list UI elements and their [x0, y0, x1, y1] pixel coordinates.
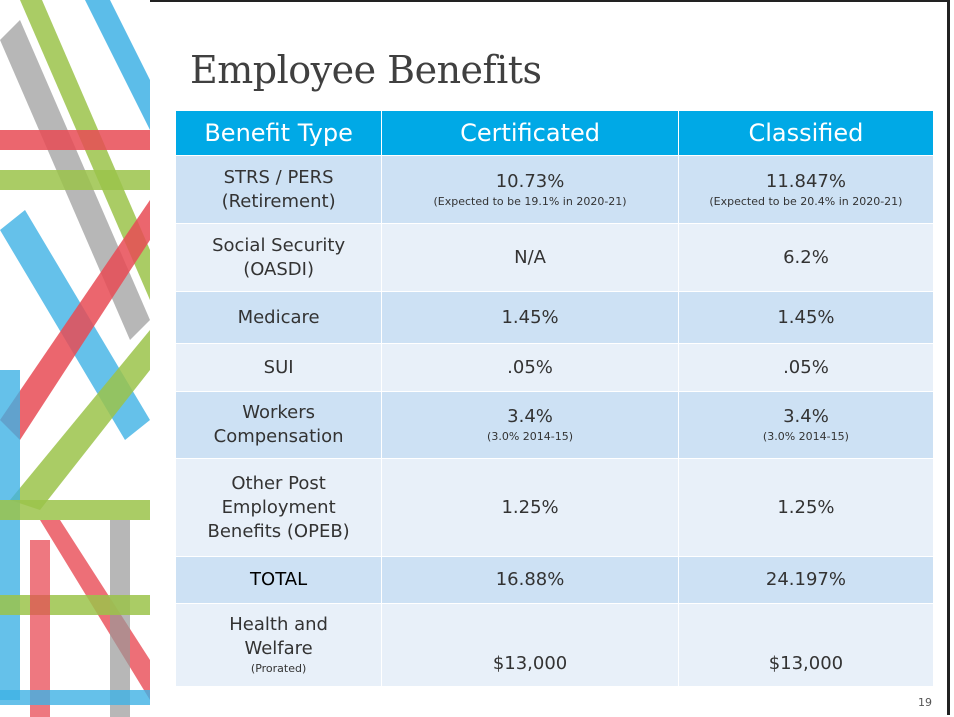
certificated-value: 3.4%	[507, 406, 553, 427]
benefit-type: (Retirement)	[222, 191, 336, 212]
classified-cell: 6.2%	[678, 224, 933, 292]
certificated-value: 10.73%	[496, 171, 565, 192]
benefit-type: STRS / PERS	[224, 167, 334, 188]
benefit-type: Other Post	[231, 473, 326, 494]
classified-value: 1.45%	[777, 307, 834, 328]
classified-cell: 1.25%	[678, 459, 933, 557]
certificated-cell: 10.73% (Expected to be 19.1% in 2020-21)	[382, 156, 679, 224]
certificated-cell: 16.88%	[382, 557, 679, 604]
page-number: 19	[918, 696, 932, 709]
certificated-cell: .05%	[382, 344, 679, 392]
certificated-cell: 3.4% (3.0% 2014-15)	[382, 392, 679, 459]
benefit-type: Employment	[222, 497, 336, 518]
classified-cell: $13,000	[678, 604, 933, 687]
table-row: Health and Welfare (Prorated) $13,000 $13,00…	[176, 604, 934, 687]
benefit-note: (Prorated)	[182, 661, 375, 677]
benefit-type-cell: SUI	[176, 344, 382, 392]
table-row: SUI .05% .05%	[176, 344, 934, 392]
benefit-type: TOTAL	[250, 569, 307, 590]
classified-cell: 1.45%	[678, 292, 933, 344]
classified-cell: 11.847% (Expected to be 20.4% in 2020-21)	[678, 156, 933, 224]
classified-note: (3.0% 2014-15)	[685, 429, 927, 445]
benefit-type-cell: Health and Welfare (Prorated)	[176, 604, 382, 687]
benefit-type-cell: Workers Compensation	[176, 392, 382, 459]
table-row: Other Post Employment Benefits (OPEB) 1.25%…	[176, 459, 934, 557]
classified-value: 3.4%	[783, 406, 829, 427]
decoration	[0, 0, 150, 717]
slide-title: Employee Benefits	[190, 48, 542, 92]
table-row: Medicare 1.45% 1.45%	[176, 292, 934, 344]
table-row: TOTAL 16.88% 24.197%	[176, 557, 934, 604]
benefit-type: Benefits (OPEB)	[208, 521, 350, 542]
certificated-note: (Expected to be 19.1% in 2020-21)	[388, 194, 672, 210]
classified-note: (Expected to be 20.4% in 2020-21)	[685, 194, 927, 210]
certificated-cell: N/A	[382, 224, 679, 292]
classified-cell: 24.197%	[678, 557, 933, 604]
benefit-type: Health and	[229, 614, 328, 635]
benefit-type-cell: TOTAL	[176, 557, 382, 604]
classified-value: .05%	[783, 357, 829, 378]
certificated-value: 1.45%	[501, 307, 558, 328]
classified-cell: .05%	[678, 344, 933, 392]
certificated-value: N/A	[514, 247, 546, 268]
benefit-type-cell: Medicare	[176, 292, 382, 344]
benefit-type: Workers	[242, 402, 315, 423]
classified-cell: 3.4% (3.0% 2014-15)	[678, 392, 933, 459]
benefit-type-cell: STRS / PERS (Retirement)	[176, 156, 382, 224]
classified-value: 11.847%	[766, 171, 846, 192]
slide: Employee Benefits Benefit TypeCertificat…	[0, 0, 954, 717]
classified-value: 24.197%	[766, 569, 846, 590]
certificated-cell: 1.25%	[382, 459, 679, 557]
benefit-type: Welfare	[244, 638, 312, 659]
benefit-type: Compensation	[214, 426, 344, 447]
certificated-value: 1.25%	[501, 497, 558, 518]
benefit-type-cell: Other Post Employment Benefits (OPEB)	[176, 459, 382, 557]
certificated-value: $13,000	[493, 653, 567, 674]
classified-value: $13,000	[769, 653, 843, 674]
benefit-type-cell: Social Security (OASDI)	[176, 224, 382, 292]
certificated-cell: 1.45%	[382, 292, 679, 344]
benefit-type: SUI	[264, 357, 294, 378]
header-cell: Benefit Type	[176, 111, 382, 156]
classified-value: 1.25%	[777, 497, 834, 518]
certificated-value: .05%	[507, 357, 553, 378]
benefit-type: (OASDI)	[243, 259, 314, 280]
certificated-cell: $13,000	[382, 604, 679, 687]
classified-value: 6.2%	[783, 247, 829, 268]
header-cell: Classified	[678, 111, 933, 156]
table-row: STRS / PERS (Retirement) 10.73% (Expected t…	[176, 156, 934, 224]
benefit-type: Social Security	[212, 235, 345, 256]
table-row: Social Security (OASDI) N/A 6.2%	[176, 224, 934, 292]
header-cell: Certificated	[382, 111, 679, 156]
certificated-note: (3.0% 2014-15)	[388, 429, 672, 445]
certificated-value: 16.88%	[496, 569, 565, 590]
benefit-type: Medicare	[238, 307, 320, 328]
